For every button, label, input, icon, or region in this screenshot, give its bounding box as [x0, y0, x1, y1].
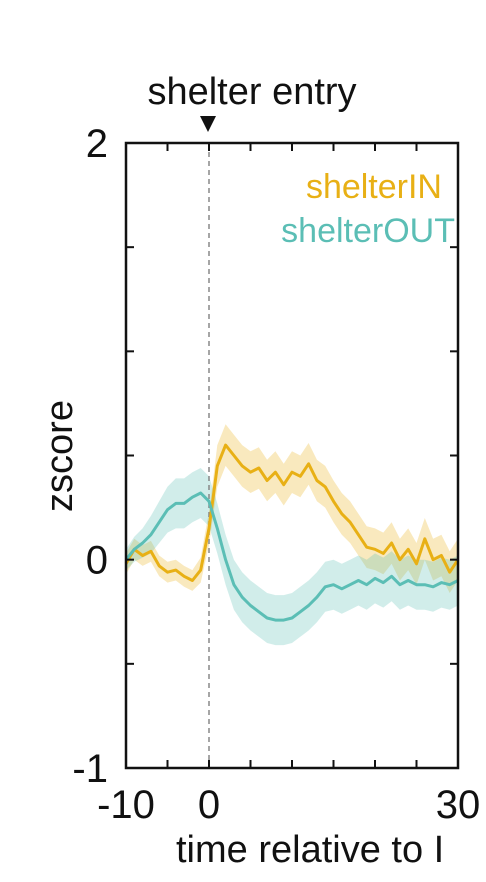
legend-entry-shelterout: shelterOUT — [281, 212, 455, 250]
series-line-shelterout — [124, 491, 459, 622]
x-axis-label: time relative to I — [176, 829, 444, 871]
y-axis-label: zscore — [39, 400, 81, 512]
error-bands — [126, 424, 458, 646]
y-tick-label: 0 — [86, 539, 108, 583]
axis-ticks — [125, 142, 459, 769]
event-marker-triangle-icon — [200, 116, 216, 132]
axis-tick-labels: -10 0 30-102 — [72, 122, 480, 827]
series-line-shelterin — [124, 443, 460, 582]
series-lines — [124, 443, 460, 622]
event-annotation-label: shelter entry — [147, 71, 356, 113]
y-tick-label: 2 — [86, 122, 108, 166]
x-tick-label: 0 — [198, 783, 220, 827]
x-tick-label: 30 — [436, 783, 481, 827]
legend-entry-shelterin: shelterIN — [306, 168, 442, 206]
y-tick-label: -1 — [72, 747, 108, 791]
x-tick-label: -10 — [97, 783, 155, 827]
